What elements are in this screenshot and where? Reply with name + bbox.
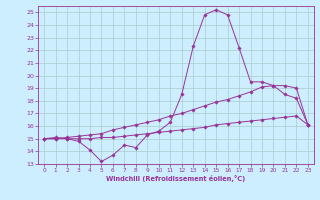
X-axis label: Windchill (Refroidissement éolien,°C): Windchill (Refroidissement éolien,°C): [106, 175, 246, 182]
